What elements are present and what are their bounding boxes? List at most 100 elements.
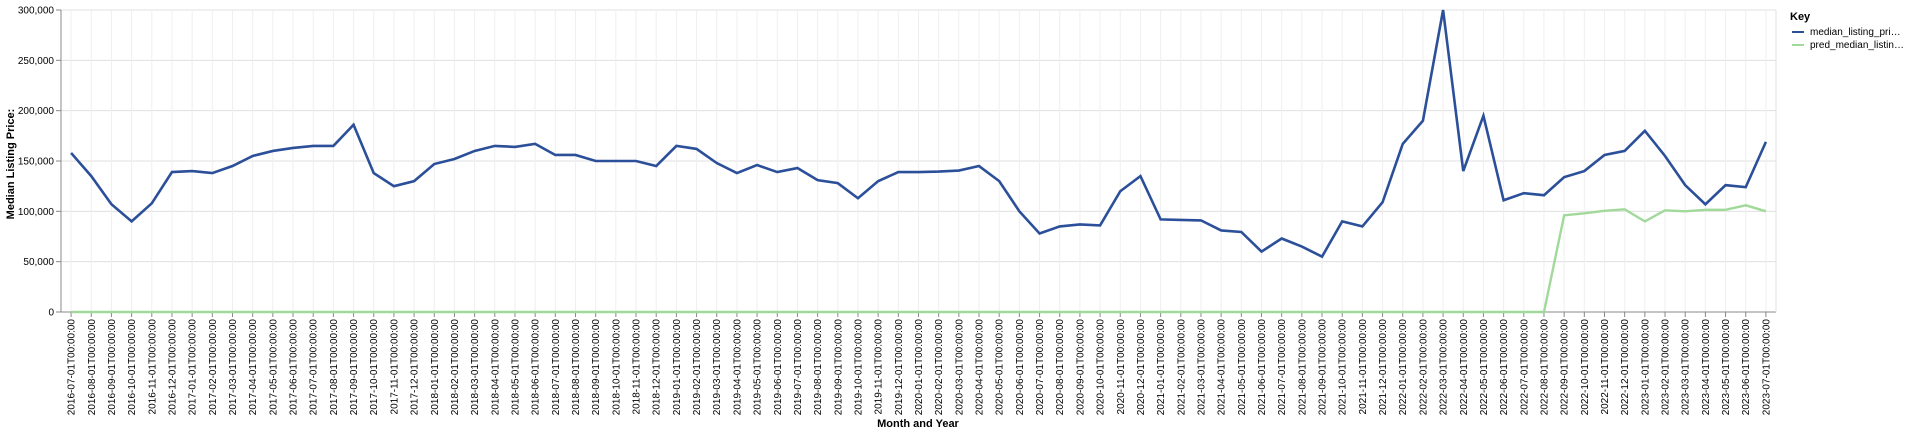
x-tick-label: 2018-10-01T00:00:00 [611,319,622,416]
x-tick-label: 2020-03-01T00:00:00 [954,319,965,416]
x-tick-label: 2020-07-01T00:00:00 [1035,319,1046,416]
y-axis-title: Median Listing Price: [5,109,17,220]
tick-labels: 0 50,000 100,000 150,000 200,000 250,000 300,0… [18,6,1773,416]
x-tick-label: 2020-04-01T00:00:00 [975,319,986,416]
x-tick-label: 2020-09-01T00:00:00 [1075,319,1086,416]
x-tick-label: 2018-12-01T00:00:00 [652,319,663,416]
x-tick-label: 2019-05-01T00:00:00 [753,319,764,416]
x-tick-label: 2018-07-01T00:00:00 [551,319,562,416]
x-tick-label: 2023-02-01T00:00:00 [1661,319,1672,416]
x-tick-label: 2020-11-01T00:00:00 [1116,319,1127,415]
x-tick-label: 2016-12-01T00:00:00 [167,319,178,416]
x-tick-label: 2017-11-01T00:00:00 [389,319,400,415]
legend: Key median_listing_pri… pred_median_list… [1790,11,1904,51]
x-tick-label: 2020-05-01T00:00:00 [995,319,1006,416]
x-tick-label: 2022-06-01T00:00:00 [1499,319,1510,416]
y-tick-label: 300,000 [18,6,55,17]
x-tick-label: 2016-07-01T00:00:00 [67,319,78,416]
y-tick-label: 250,000 [18,56,55,67]
x-tick-label: 2020-06-01T00:00:00 [1015,319,1026,416]
x-tick-label: 2019-01-01T00:00:00 [672,319,683,416]
x-tick-label: 2023-07-01T00:00:00 [1761,319,1772,416]
x-tick-label: 2019-09-01T00:00:00 [833,319,844,416]
x-tick-label: 2021-11-01T00:00:00 [1358,319,1369,415]
x-tick-label: 2019-08-01T00:00:00 [813,319,824,416]
x-tick-label: 2019-04-01T00:00:00 [732,319,743,416]
x-tick-label: 2021-03-01T00:00:00 [1196,319,1207,416]
x-tick-label: 2019-03-01T00:00:00 [712,319,723,416]
x-tick-label: 2018-03-01T00:00:00 [470,319,481,416]
x-tick-label: 2018-08-01T00:00:00 [571,319,582,416]
x-tick-label: 2017-04-01T00:00:00 [248,319,259,416]
x-tick-label: 2018-11-01T00:00:00 [632,319,643,415]
x-tick-label: 2017-01-01T00:00:00 [188,319,199,416]
x-tick-label: 2022-11-01T00:00:00 [1600,319,1611,415]
x-tick-label: 2017-10-01T00:00:00 [369,319,380,416]
x-tick-label: 2017-02-01T00:00:00 [208,319,219,416]
x-tick-label: 2022-03-01T00:00:00 [1439,319,1450,416]
x-tick-label: 2016-08-01T00:00:00 [87,319,98,416]
x-tick-label: 2022-04-01T00:00:00 [1459,319,1470,416]
x-tick-label: 2017-05-01T00:00:00 [268,319,279,416]
x-tick-label: 2021-02-01T00:00:00 [1176,319,1187,416]
x-tick-label: 2021-09-01T00:00:00 [1318,319,1329,416]
x-tick-label: 2023-03-01T00:00:00 [1681,319,1692,416]
x-tick-label: 2019-10-01T00:00:00 [853,319,864,416]
x-tick-label: 2019-07-01T00:00:00 [793,319,804,416]
x-tick-label: 2017-07-01T00:00:00 [309,319,320,416]
x-tick-label: 2022-02-01T00:00:00 [1418,319,1429,416]
series-lines [70,9,1768,314]
x-tick-label: 2021-08-01T00:00:00 [1297,319,1308,416]
y-tick-label: 150,000 [18,157,55,168]
legend-title: Key [1790,11,1811,23]
x-tick-label: 2019-11-01T00:00:00 [874,319,885,415]
x-tick-label: 2020-12-01T00:00:00 [1136,319,1147,416]
x-tick-label: 2017-08-01T00:00:00 [329,319,340,416]
y-tick-label: 50,000 [23,257,54,268]
x-tick-label: 2022-09-01T00:00:00 [1560,319,1571,416]
x-tick-label: 2021-04-01T00:00:00 [1217,319,1228,416]
x-tick-label: 2019-02-01T00:00:00 [692,319,703,416]
x-tick-label: 2021-06-01T00:00:00 [1257,319,1268,416]
x-tick-label: 2022-07-01T00:00:00 [1519,319,1530,416]
x-tick-label: 2019-06-01T00:00:00 [773,319,784,416]
x-tick-label: 2020-10-01T00:00:00 [1096,319,1107,416]
x-tick-label: 2023-04-01T00:00:00 [1701,319,1712,416]
x-tick-label: 2021-01-01T00:00:00 [1156,319,1167,416]
x-tick-label: 2018-02-01T00:00:00 [450,319,461,416]
x-tick-label: 2020-01-01T00:00:00 [914,319,925,416]
x-tick-label: 2021-12-01T00:00:00 [1378,319,1389,416]
x-tick-label: 2023-06-01T00:00:00 [1741,319,1752,416]
x-tick-label: 2022-10-01T00:00:00 [1580,319,1591,416]
x-tick-label: 2020-02-01T00:00:00 [934,319,945,416]
x-tick-label: 2022-12-01T00:00:00 [1620,319,1631,416]
y-tick-label: 100,000 [18,207,55,218]
x-tick-label: 2021-10-01T00:00:00 [1338,319,1349,416]
x-tick-label: 2023-05-01T00:00:00 [1721,319,1732,416]
x-tick-label: 2018-04-01T00:00:00 [490,319,501,416]
x-tick-label: 2020-08-01T00:00:00 [1055,319,1066,416]
series-line-median-listing-price [70,9,1768,259]
x-tick-label: 2018-09-01T00:00:00 [591,319,602,416]
axes [56,9,1777,317]
x-tick-label: 2021-07-01T00:00:00 [1277,319,1288,416]
series-line-pred-median-listing-price [71,204,1767,314]
x-tick-label: 2017-12-01T00:00:00 [410,319,421,416]
x-tick-label: 2017-03-01T00:00:00 [228,319,239,416]
x-tick-label: 2022-05-01T00:00:00 [1479,319,1490,416]
x-tick-label: 2016-11-01T00:00:00 [147,319,158,415]
x-tick-label: 2017-09-01T00:00:00 [349,319,360,416]
x-tick-label: 2021-05-01T00:00:00 [1237,319,1248,416]
x-tick-label: 2019-12-01T00:00:00 [894,319,905,416]
gridlines [61,9,1776,313]
y-tick-label: 200,000 [18,106,55,117]
x-tick-label: 2017-06-01T00:00:00 [289,319,300,416]
x-tick-label: 2022-08-01T00:00:00 [1539,319,1550,416]
x-tick-label: 2023-01-01T00:00:00 [1640,319,1651,416]
x-tick-label: 2016-09-01T00:00:00 [107,319,118,416]
legend-label-pred-median-listing-price: pred_median_listin… [1810,40,1904,51]
y-tick-label: 0 [48,308,54,319]
x-tick-label: 2016-10-01T00:00:00 [127,319,138,416]
x-axis-title: Month and Year [877,418,959,430]
